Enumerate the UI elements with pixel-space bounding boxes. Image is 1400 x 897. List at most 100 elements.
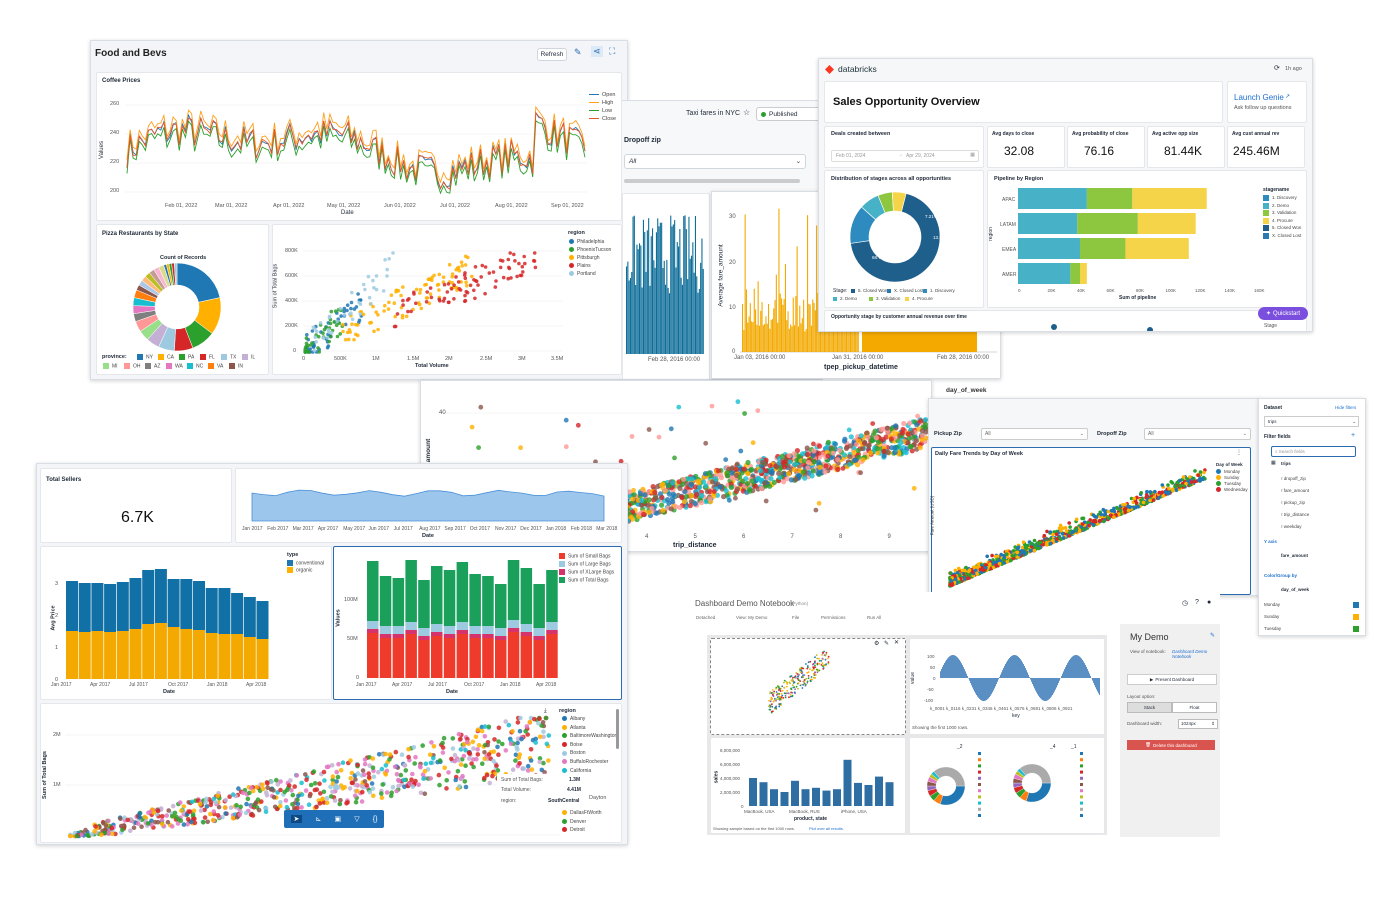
plot-all-link[interactable]: Plot over all results. <box>809 826 844 831</box>
refresh-icon[interactable]: ⟳ <box>1274 65 1280 72</box>
line-tool-icon[interactable]: ⊾ <box>315 816 322 823</box>
bar-conventional <box>218 588 231 634</box>
scatter-point <box>773 690 776 693</box>
scatter-point <box>409 309 413 314</box>
color-swatch[interactable] <box>1353 602 1359 608</box>
scatter-point <box>649 505 655 511</box>
width-select[interactable]: 1024px ⇕ <box>1178 719 1218 729</box>
fullscreen-icon[interactable]: ⛶ <box>609 46 616 56</box>
share-icon[interactable]: ⋖ <box>591 46 603 57</box>
filter-tool-icon[interactable]: ▽ <box>354 816 360 823</box>
help-icon[interactable]: ? <box>1195 599 1199 606</box>
bar-total <box>495 584 507 628</box>
region-scrollbar[interactable] <box>616 709 619 749</box>
code-tool-icon[interactable]: {} <box>372 815 378 823</box>
present-dashboard-button[interactable]: ▶ Present Dashboard <box>1127 674 1217 685</box>
bar-xlarge <box>418 636 430 640</box>
legend-swatch <box>562 818 567 824</box>
settings-icon[interactable]: ⚙ <box>874 641 880 647</box>
legend-label: Boston <box>570 750 586 757</box>
scatter-point <box>705 470 712 476</box>
bar <box>1066 665 1067 678</box>
horizontal-scrollbar[interactable] <box>624 179 800 183</box>
area-xlabel: Date <box>422 533 434 539</box>
legend-item: PhoenixTucson <box>569 247 611 253</box>
field-search-input[interactable]: ⌕ Search fields <box>1271 446 1356 457</box>
scatter-point <box>870 421 876 426</box>
scatter-point <box>205 819 210 825</box>
legend-swatch <box>1263 202 1269 209</box>
scatter-point <box>1153 489 1157 494</box>
scatter-point <box>641 511 647 517</box>
bar <box>959 659 960 678</box>
bar <box>672 224 674 354</box>
scatter-point <box>772 700 775 703</box>
scatter-point <box>345 800 350 805</box>
scatter-point <box>513 259 517 263</box>
scatter-point <box>824 658 827 661</box>
delete-dashboard-button[interactable]: 🗑 Delete this dashboard <box>1127 740 1215 750</box>
dropoff-zip-select[interactable]: All ⌄ <box>1144 428 1251 440</box>
scatter-point <box>799 680 802 682</box>
dropoff-zip-label: Dropoff zip <box>624 137 661 144</box>
legend-swatch <box>221 354 227 360</box>
trash-icon: 🗑 <box>1145 742 1151 747</box>
scatter-point <box>371 278 375 283</box>
edit-icon[interactable]: ✎ <box>884 641 890 647</box>
dropoff-zip-select[interactable]: All ⌄ <box>624 154 806 169</box>
dropoff-zip-value: All <box>629 158 637 165</box>
edit-icon[interactable]: ✎ <box>574 47 582 57</box>
color-field[interactable]: day_of_week <box>1281 587 1310 592</box>
scatter-point <box>799 671 802 674</box>
legend-item: NC <box>187 363 203 369</box>
genie-card[interactable]: Launch Genie ↗ Ask follow up questions <box>1227 81 1307 123</box>
scatter-point <box>325 336 330 340</box>
legend-swatch <box>869 296 873 301</box>
color-swatch[interactable] <box>1353 614 1359 620</box>
color-swatch[interactable] <box>1353 626 1359 632</box>
scatter-point <box>192 820 198 826</box>
bar-conventional <box>231 593 244 634</box>
scatter-point <box>793 681 796 683</box>
pickup-zip-select[interactable]: All ⌄ <box>981 428 1088 440</box>
clock-icon[interactable]: ◷ <box>1182 600 1189 607</box>
chevron-down-icon: ⌄ <box>795 158 801 165</box>
scatter-point <box>135 821 141 826</box>
filter-icon[interactable]: ⋮ <box>1236 450 1242 456</box>
scatter-point <box>812 663 814 666</box>
view-link[interactable]: Dashboard Demo Notebook <box>1172 649 1208 659</box>
add-icon[interactable]: + <box>1351 432 1356 439</box>
dataset-select[interactable]: trips ⌄ <box>1264 416 1359 427</box>
scatter-point <box>401 285 405 289</box>
legend-label: Close <box>602 116 617 122</box>
bar <box>980 678 981 700</box>
bar <box>769 328 771 352</box>
star-icon[interactable]: ☆ <box>743 108 751 117</box>
download-icon[interactable]: ⤓ <box>544 708 547 714</box>
scatter-point <box>222 805 228 810</box>
coffee-xlabel: Date <box>341 210 354 216</box>
launch-genie-link[interactable]: Launch Genie <box>1234 93 1284 102</box>
close-icon[interactable]: ✕ <box>894 640 900 646</box>
scatter-point <box>427 752 433 757</box>
scatter-point <box>413 778 418 784</box>
y-field[interactable]: fare_amount <box>1281 553 1309 558</box>
scatter-point <box>342 313 347 317</box>
float-toggle[interactable]: Float <box>1172 702 1217 713</box>
user-icon[interactable]: ● <box>1207 599 1212 606</box>
scatter-point <box>1123 502 1128 507</box>
scatter-point <box>735 399 741 405</box>
refresh-button[interactable]: Refresh <box>537 48 567 61</box>
scatter-point <box>334 779 339 784</box>
date-range-picker[interactable]: Feb 01, 2024 → Apr 29, 2024 ▦ <box>831 150 979 162</box>
bar-segment <box>1070 263 1080 284</box>
scatter-point <box>230 816 236 821</box>
box-tool-icon[interactable]: ▣ <box>334 816 342 823</box>
hide-filters-link[interactable]: Hide filters <box>1335 405 1357 410</box>
stack-toggle[interactable]: Stack <box>1127 702 1172 713</box>
select-tool-icon[interactable]: ➤ <box>290 815 303 823</box>
scatter-point <box>1198 478 1203 483</box>
pencil-icon[interactable]: ✎ <box>1210 633 1216 639</box>
bar-large <box>456 622 469 630</box>
quickstart-button[interactable]: ✦ Quickstart <box>1258 307 1308 320</box>
